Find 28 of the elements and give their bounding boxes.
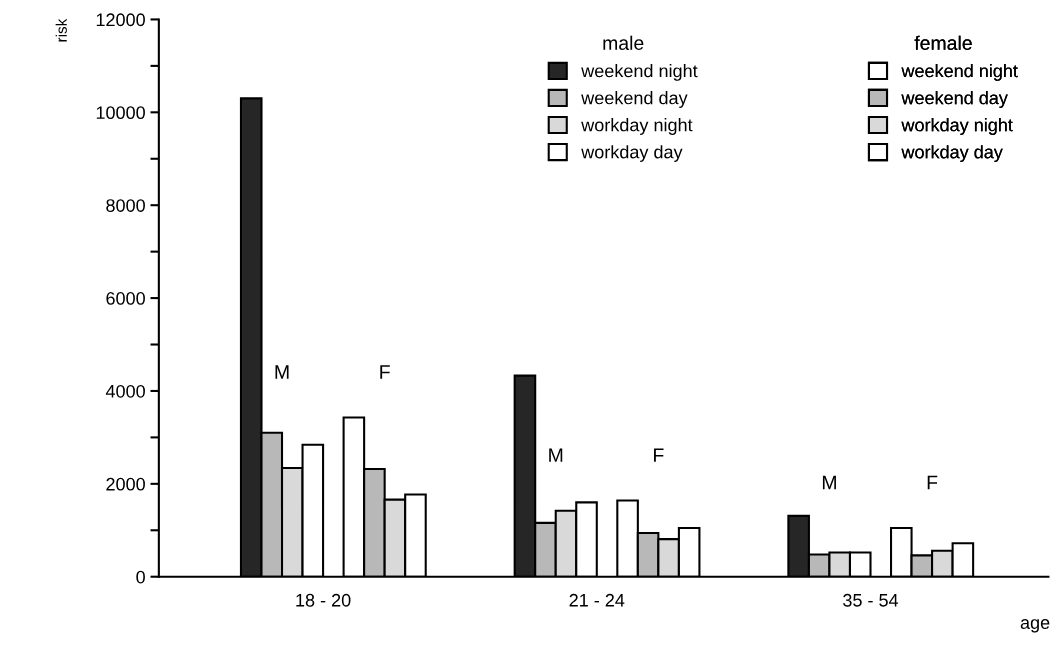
x-tick-label: 35 - 54 <box>843 593 899 607</box>
y-tick-label: 6000 <box>106 292 145 305</box>
y-tick-label: 0 <box>136 570 145 584</box>
legend-label: workday day <box>901 145 1003 162</box>
annotation: M <box>549 448 563 462</box>
y-tick-label: 4000 <box>105 384 145 398</box>
annotation: male <box>603 35 644 50</box>
annotation: M <box>275 365 289 379</box>
annotation: female <box>914 35 972 50</box>
annotation: F <box>927 475 938 490</box>
annotation: F <box>380 365 390 379</box>
legend-label: weekend night <box>901 64 1018 81</box>
x-axis-title: age <box>1020 619 1050 633</box>
x-tick-label: 18 - 20 <box>296 593 351 607</box>
legend-label: workday night <box>901 118 1013 135</box>
annotation: M <box>822 475 836 490</box>
y-tick-label: 2000 <box>106 477 145 491</box>
legend-label: weekend night <box>581 64 698 81</box>
legend-label: weekend day <box>581 91 688 108</box>
legend-label: workday day <box>581 145 683 162</box>
y-tick-label: 12000 <box>96 13 145 27</box>
y-tick-label: 10000 <box>96 106 145 120</box>
annotation: F <box>654 448 664 462</box>
y-axis-title: risk <box>55 18 67 42</box>
x-tick-label: 21 - 24 <box>569 593 625 607</box>
legend-label: weekend day <box>901 91 1008 108</box>
y-tick-label: 8000 <box>106 199 145 212</box>
legend-label: workday night <box>581 118 693 135</box>
